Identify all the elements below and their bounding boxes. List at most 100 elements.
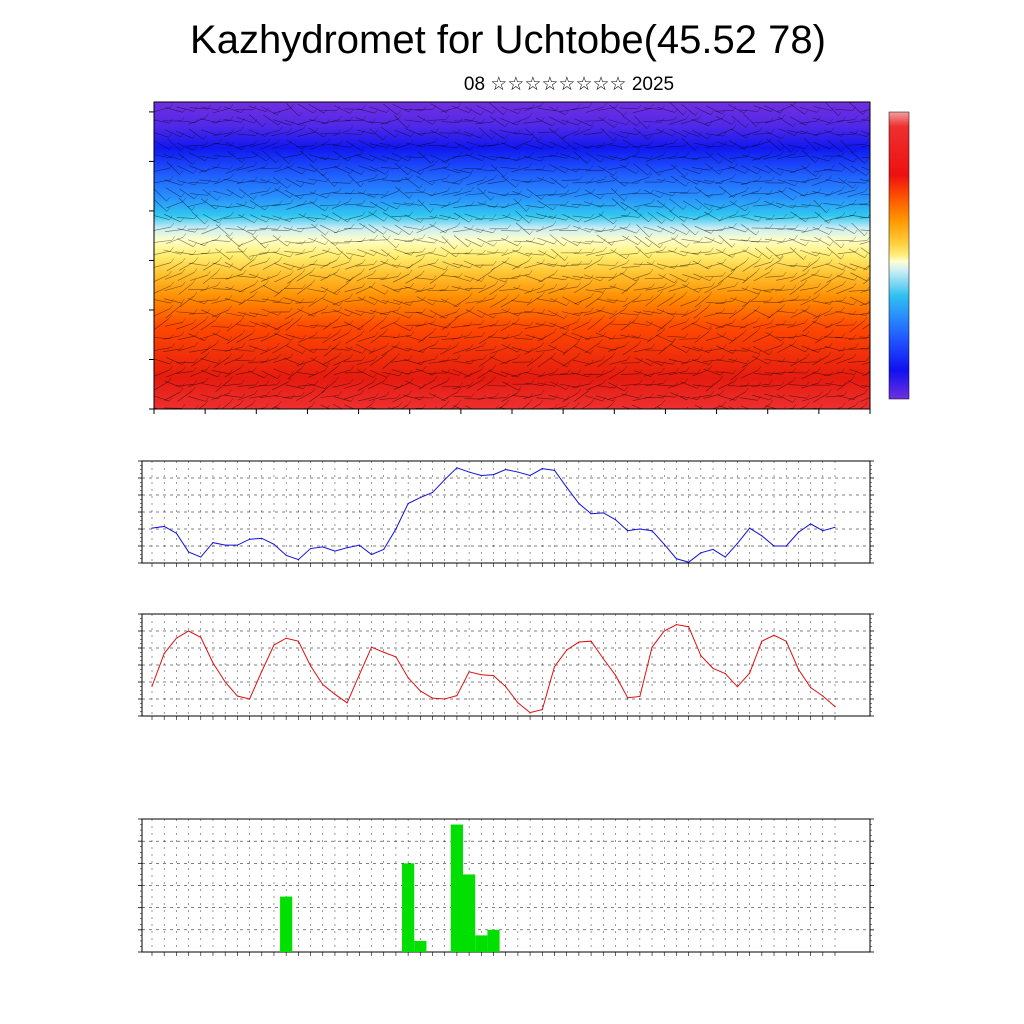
wind-barb-flag bbox=[542, 381, 547, 387]
wind-barb-flag bbox=[614, 383, 618, 389]
wind-barb bbox=[847, 120, 866, 124]
wind-barb-flag bbox=[757, 107, 761, 112]
wind-barb bbox=[322, 332, 339, 344]
wind-barb-flag bbox=[758, 186, 762, 192]
wind-barb bbox=[715, 322, 733, 329]
wind-barb-flag bbox=[302, 349, 306, 354]
wind-barb-flag bbox=[659, 243, 663, 248]
wind-barb-flag bbox=[455, 342, 460, 347]
wind-barb bbox=[165, 370, 183, 378]
wind-barb-flag bbox=[180, 387, 184, 393]
wind-barb bbox=[416, 142, 435, 147]
wind-barb bbox=[838, 262, 856, 271]
wind-barb bbox=[847, 181, 866, 184]
wind-barb-flag bbox=[698, 354, 702, 360]
wind-barb bbox=[607, 394, 626, 400]
wind-barb bbox=[692, 212, 710, 221]
wind-barb bbox=[286, 103, 300, 117]
wind-barb bbox=[730, 128, 747, 139]
wind-barb-flag bbox=[651, 283, 655, 288]
wind-barb-flag bbox=[675, 368, 680, 373]
wind-barb-flag bbox=[254, 255, 258, 260]
wind-barb-flag bbox=[494, 156, 499, 161]
wind-barb bbox=[632, 404, 643, 409]
wind-barb-flag bbox=[169, 397, 173, 402]
wind-barb-flag bbox=[373, 373, 377, 378]
wind-barb bbox=[260, 274, 278, 282]
wind-barb bbox=[730, 297, 748, 304]
wind-barb bbox=[559, 165, 577, 173]
wind-barb bbox=[511, 166, 529, 173]
wind-barb-flag bbox=[541, 195, 545, 200]
wind-barb-flag bbox=[841, 167, 846, 172]
wind-barb bbox=[382, 226, 399, 235]
wind-barb bbox=[811, 274, 830, 279]
wind-barb-flag bbox=[385, 206, 389, 212]
wind-barb bbox=[488, 205, 507, 208]
wind-barb bbox=[705, 335, 724, 341]
wind-barb bbox=[239, 188, 254, 200]
temp-point bbox=[468, 671, 470, 673]
wind-barb bbox=[344, 371, 363, 374]
wind-barb bbox=[164, 179, 183, 186]
wind-barb bbox=[789, 395, 808, 399]
temp-point bbox=[456, 695, 458, 697]
wind-barb bbox=[364, 403, 373, 409]
wind-barb bbox=[657, 395, 676, 398]
wind-barb bbox=[344, 287, 363, 293]
wind-barb-flag bbox=[277, 225, 281, 230]
wind-barb bbox=[548, 394, 567, 401]
wind-barb-flag bbox=[230, 173, 234, 178]
wind-barb bbox=[271, 131, 289, 137]
wind-barb-flag bbox=[841, 368, 845, 373]
wind-barb bbox=[693, 142, 712, 148]
wind-barb bbox=[428, 252, 446, 257]
temp-point bbox=[285, 637, 287, 639]
wind-barb bbox=[524, 310, 543, 314]
wind-barb bbox=[703, 368, 721, 376]
wind-barb-flag bbox=[880, 118, 883, 122]
wind-barb bbox=[643, 189, 661, 198]
wind-barb bbox=[213, 132, 232, 136]
wind-barb bbox=[620, 201, 637, 212]
wind-barb-flag bbox=[387, 406, 390, 409]
wind-barb-flag bbox=[447, 323, 451, 329]
wind-barb-flag bbox=[746, 152, 751, 157]
wind-barb-flag bbox=[275, 158, 280, 164]
wind-barb bbox=[631, 144, 650, 148]
wind-barb-flag bbox=[733, 223, 737, 228]
wind-barb bbox=[319, 204, 338, 206]
wind-barb bbox=[442, 261, 460, 269]
wind-barb-flag bbox=[193, 268, 198, 273]
wind-barb-flag bbox=[360, 182, 364, 188]
wind-barb bbox=[225, 142, 242, 151]
wind-barb bbox=[297, 103, 314, 114]
wind-barb-flag bbox=[334, 182, 338, 187]
wind-barb bbox=[704, 283, 721, 294]
wind-barb bbox=[502, 214, 520, 222]
wind-barb-flag bbox=[348, 238, 353, 244]
wind-barb-flag bbox=[470, 168, 474, 174]
wind-barb bbox=[681, 239, 700, 242]
wind-barb bbox=[860, 289, 870, 293]
wind-barb bbox=[656, 251, 675, 253]
wind-barb bbox=[176, 311, 195, 314]
wind-barb-flag bbox=[543, 203, 547, 209]
temp-point bbox=[187, 630, 190, 632]
wind-barb-flag bbox=[578, 217, 582, 223]
wind-barb-flag bbox=[254, 322, 258, 327]
wind-barb bbox=[718, 235, 733, 248]
wind-barb bbox=[285, 334, 303, 340]
wind-barb bbox=[477, 154, 496, 161]
wind-barb bbox=[225, 228, 244, 230]
wind-barb-flag bbox=[771, 176, 775, 181]
wind-barb bbox=[753, 373, 772, 376]
wind-barb bbox=[272, 143, 290, 149]
wind-barb bbox=[667, 145, 686, 148]
wind-barb bbox=[600, 127, 614, 141]
wind-barb-flag bbox=[421, 117, 426, 123]
wind-barb-flag bbox=[171, 236, 176, 241]
wind-barb-flag bbox=[842, 381, 846, 387]
wind-barb bbox=[775, 251, 794, 257]
wind-barb-flag bbox=[312, 246, 317, 252]
